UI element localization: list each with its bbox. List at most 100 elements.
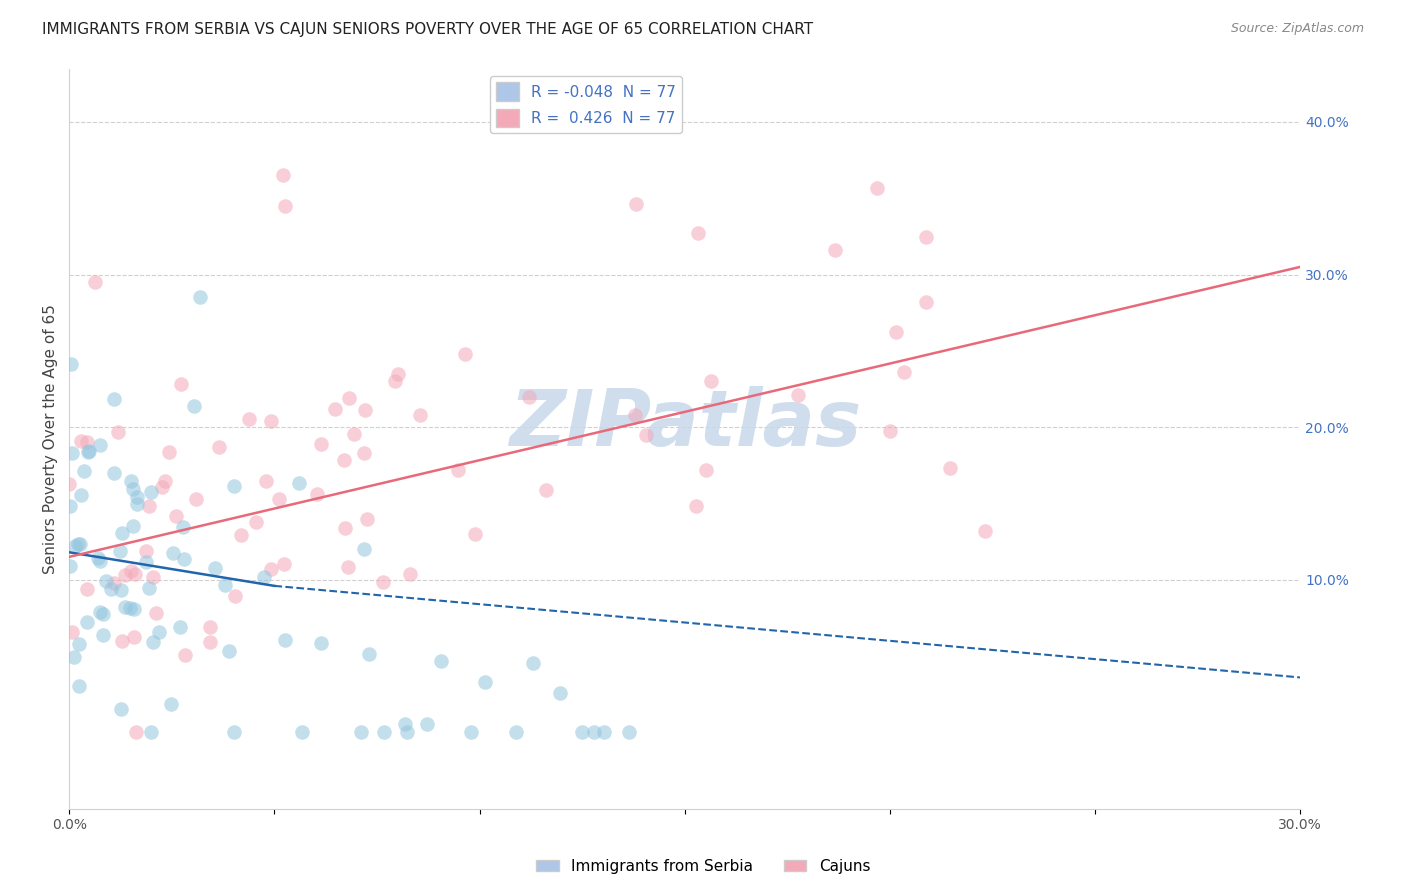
Point (103, 392, 125, 406)
Point (170, 376, 193, 391)
Point (384, 374, 406, 388)
Point (107, 425, 129, 439)
Point (76, 615, 98, 629)
Point (122, 601, 145, 615)
Point (114, 599, 136, 614)
Point (879, 425, 901, 439)
Point (356, 512, 378, 526)
Point (253, 569, 276, 583)
Point (77, 444, 100, 458)
Point (447, 463, 470, 477)
Point (915, 229, 938, 244)
Point (120, 474, 142, 488)
Point (67, 679, 90, 693)
Point (505, 725, 527, 739)
Point (291, 725, 314, 739)
Point (111, 634, 134, 648)
Point (63, 649, 86, 664)
Point (271, 169, 294, 183)
Point (357, 647, 380, 661)
Point (260, 562, 283, 576)
Point (76, 582, 98, 597)
Point (165, 508, 187, 523)
Point (305, 486, 328, 500)
Point (343, 426, 366, 441)
Point (522, 657, 544, 671)
Point (77, 444, 100, 458)
Point (915, 294, 938, 309)
Point (67, 537, 90, 551)
Point (323, 401, 346, 416)
Point (309, 636, 332, 650)
Point (91, 628, 114, 642)
Point (464, 527, 486, 541)
Point (100, 582, 122, 597)
Point (60, 624, 83, 639)
Point (121, 518, 143, 533)
Point (634, 428, 657, 442)
Point (260, 414, 283, 428)
Point (122, 630, 145, 644)
Point (200, 635, 222, 649)
Point (700, 375, 723, 389)
Point (396, 725, 419, 739)
Point (93, 607, 115, 621)
Point (169, 620, 191, 634)
Point (138, 500, 160, 514)
Point (69, 537, 91, 551)
Y-axis label: Seniors Poverty Over the Age of 65: Seniors Poverty Over the Age of 65 (44, 303, 58, 574)
Text: ZIPatlas: ZIPatlas (509, 386, 860, 462)
Point (138, 581, 160, 595)
Point (695, 463, 717, 477)
Point (84, 275, 107, 289)
Point (416, 716, 439, 731)
Point (336, 560, 359, 574)
Point (87, 551, 110, 566)
Point (335, 521, 357, 535)
Point (394, 717, 416, 731)
Point (150, 480, 173, 494)
Point (592, 725, 614, 739)
Point (273, 199, 295, 213)
Point (222, 725, 245, 739)
Point (337, 392, 360, 406)
Point (139, 725, 162, 739)
Point (120, 600, 142, 615)
Point (70, 488, 93, 502)
Point (162, 546, 184, 560)
Point (59, 558, 82, 573)
Point (142, 570, 165, 584)
Point (571, 725, 593, 739)
Point (333, 453, 356, 467)
Point (686, 226, 709, 240)
Point (135, 555, 157, 569)
Point (89, 438, 111, 452)
Legend: R = -0.048  N = 77, R =  0.426  N = 77: R = -0.048 N = 77, R = 0.426 N = 77 (491, 76, 682, 133)
Point (218, 644, 240, 658)
Point (103, 466, 125, 480)
Point (685, 500, 707, 514)
Point (110, 701, 132, 715)
Point (70, 434, 93, 448)
Point (350, 725, 373, 739)
Point (135, 544, 157, 558)
Point (371, 574, 394, 589)
Point (208, 440, 231, 454)
Point (114, 568, 136, 582)
Point (273, 558, 295, 572)
Point (172, 520, 194, 534)
Point (120, 564, 142, 578)
Point (373, 725, 395, 739)
Point (127, 490, 149, 504)
Point (63, 539, 86, 553)
Text: IMMIGRANTS FROM SERBIA VS CAJUN SENIORS POVERTY OVER THE AGE OF 65 CORRELATION C: IMMIGRANTS FROM SERBIA VS CAJUN SENIORS … (42, 22, 813, 37)
Point (787, 388, 810, 402)
Point (67, 637, 90, 651)
Point (174, 648, 197, 662)
Point (214, 578, 236, 592)
Point (155, 474, 177, 488)
Point (474, 675, 496, 690)
Point (58, 477, 80, 491)
Point (142, 635, 165, 649)
Point (89, 554, 111, 568)
